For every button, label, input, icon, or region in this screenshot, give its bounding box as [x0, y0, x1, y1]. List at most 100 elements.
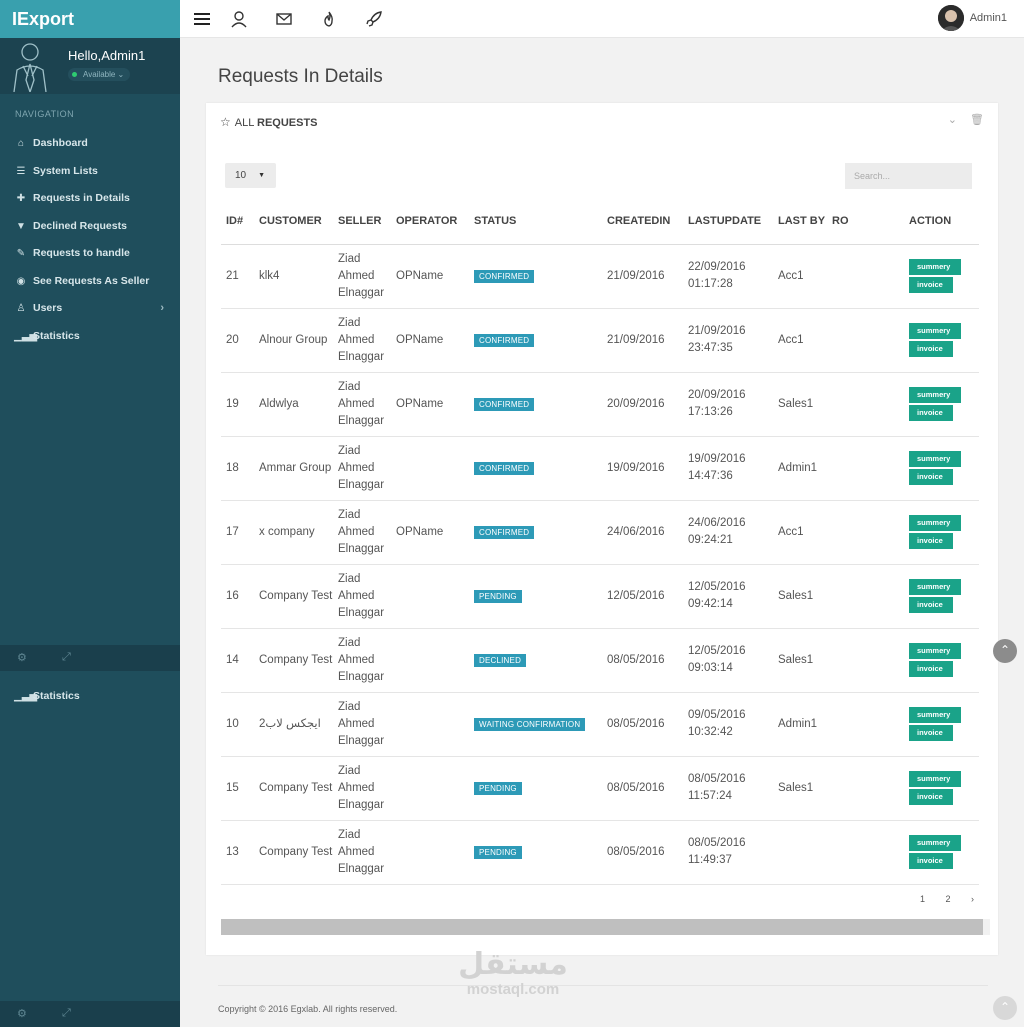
summery-button[interactable]: summery: [909, 834, 961, 851]
col-header-id[interactable]: ID#: [221, 198, 254, 245]
cell-lastupdate: 21/09/2016 23:47:35: [683, 308, 773, 373]
invoice-button[interactable]: invoice: [909, 724, 953, 741]
eye-icon: ◉: [16, 275, 26, 287]
summery-button[interactable]: summery: [909, 514, 961, 531]
invoice-button[interactable]: invoice: [909, 276, 953, 293]
cell-operator: [391, 436, 469, 501]
invoice-button[interactable]: invoice: [909, 468, 953, 485]
invoice-button[interactable]: invoice: [909, 788, 953, 805]
summery-button[interactable]: summery: [909, 578, 961, 595]
sidebar-item-dashboard[interactable]: ⌂ Dashboard: [0, 133, 180, 161]
table-row[interactable]: 10 ايجكس لاب2 Ziad Ahmed Elnaggar WAITING C…: [221, 692, 979, 757]
settings-gear-icon[interactable]: ⚙: [17, 652, 27, 664]
sidebar-item-statistics-extra[interactable]: ▁▃▅Statistics: [0, 686, 180, 714]
cell-lastupdate: 12/05/2016 09:42:14: [683, 564, 773, 629]
col-header-lastby[interactable]: LAST BY: [773, 198, 827, 245]
table-row[interactable]: 20 Alnour Group Ziad Ahmed Elnaggar OPName C…: [221, 308, 979, 373]
cell-seller: Ziad Ahmed Elnaggar: [333, 372, 391, 437]
summery-button[interactable]: summery: [909, 258, 961, 275]
cell-status: CONFIRMED: [469, 244, 602, 309]
sidebar-item-statistics[interactable]: ▁▃▅Statistics: [0, 326, 180, 354]
cell-ro: [827, 500, 904, 565]
col-header-ro[interactable]: RO: [827, 198, 904, 245]
user-icon[interactable]: [230, 10, 248, 28]
invoice-button[interactable]: invoice: [909, 660, 953, 677]
table-row[interactable]: 18 Ammar Group Ziad Ahmed Elnaggar CONFIRME…: [221, 436, 979, 501]
sidebar-item-requests-in-details[interactable]: ✚ Requests in Details: [0, 188, 180, 216]
sidebar-item-declined-requests[interactable]: ▼ Declined Requests: [0, 216, 180, 244]
sidebar-item-label: See Requests As Seller: [33, 274, 150, 287]
fire-icon[interactable]: [320, 10, 338, 28]
sidebar-item-users[interactable]: ♙ Users ›: [0, 298, 180, 326]
invoice-button[interactable]: invoice: [909, 404, 953, 421]
summery-button[interactable]: summery: [909, 642, 961, 659]
cell-ro: [827, 244, 904, 309]
col-header-customer[interactable]: CUSTOMER: [254, 198, 333, 245]
table-row[interactable]: 13 Company Test Ziad Ahmed Elnaggar PENDING…: [221, 820, 979, 885]
col-header-lastupdate[interactable]: LASTUPDATE: [683, 198, 773, 245]
col-header-status[interactable]: STATUS: [469, 198, 602, 245]
table-row[interactable]: 15 Company Test Ziad Ahmed Elnaggar PENDING…: [221, 756, 979, 821]
table-row[interactable]: 21 klk4 Ziad Ahmed Elnaggar OPName CONFIRMED…: [221, 244, 979, 309]
wrench-icon: ✎: [16, 248, 26, 259]
avatar[interactable]: [938, 5, 964, 31]
cell-operator: [391, 564, 469, 629]
next-page-icon[interactable]: ›: [971, 894, 974, 904]
cell-operator: [391, 692, 469, 757]
col-header-seller[interactable]: SELLER: [333, 198, 391, 245]
summery-button[interactable]: summery: [909, 450, 961, 467]
cell-lastupdate: 20/09/2016 17:13:26: [683, 372, 773, 437]
fullscreen-icon[interactable]: ⤢: [62, 1007, 71, 1019]
cell-customer: klk4: [254, 244, 333, 309]
sidebar-item-see-requests-as-seller[interactable]: ◉ See Requests As Seller: [0, 271, 180, 299]
nav-heading: NAVIGATION: [15, 109, 75, 119]
topbar-user-name[interactable]: Admin1: [969, 12, 1007, 24]
page-link-2[interactable]: 2: [945, 894, 951, 904]
trash-icon[interactable]: 🗑: [970, 114, 984, 126]
invoice-button[interactable]: invoice: [909, 532, 953, 549]
envelope-icon[interactable]: [275, 10, 293, 28]
table-row[interactable]: 14 Company Test Ziad Ahmed Elnaggar DECLINE…: [221, 628, 979, 693]
cell-lastupdate: 09/05/2016 10:32:42: [683, 692, 773, 757]
home-icon: ⌂: [17, 138, 25, 149]
cell-lastby: Sales1: [773, 372, 827, 437]
brand-logo[interactable]: IExport: [0, 0, 180, 38]
table-row[interactable]: 17 x company Ziad Ahmed Elnaggar OPName CONF…: [221, 500, 979, 565]
fullscreen-icon[interactable]: ⤢: [62, 651, 71, 663]
cell-seller: Ziad Ahmed Elnaggar: [333, 308, 391, 373]
table-row[interactable]: 16 Company Test Ziad Ahmed Elnaggar PENDING…: [221, 564, 979, 629]
col-header-operator[interactable]: OPERATOR: [391, 198, 469, 245]
page-length-value: 10: [235, 170, 247, 181]
collapse-chevron-icon[interactable]: ⌄: [947, 114, 957, 126]
table-row[interactable]: 19 Aldwlya Ziad Ahmed Elnaggar OPName CONFIR…: [221, 372, 979, 437]
summery-button[interactable]: summery: [909, 386, 961, 403]
cell-lastby: Acc1: [773, 244, 827, 309]
invoice-button[interactable]: invoice: [909, 340, 953, 357]
cell-lastupdate: 22/09/2016 01:17:28: [683, 244, 773, 309]
cell-seller: Ziad Ahmed Elnaggar: [333, 756, 391, 821]
requests-panel: ☆ALL REQUESTS ⌄ 🗑 10 ▼ ID# CUSTOMER SELL…: [206, 103, 998, 955]
sidebar-item-system-lists[interactable]: ☰ System Lists: [0, 161, 180, 189]
invoice-button[interactable]: invoice: [909, 852, 953, 869]
cell-createdin: 08/05/2016: [602, 756, 683, 821]
puzzle-icon: ✚: [16, 193, 26, 204]
page-length-select[interactable]: 10 ▼: [225, 163, 276, 188]
horizontal-scrollbar[interactable]: [221, 919, 990, 935]
summery-button[interactable]: summery: [909, 706, 961, 723]
summery-button[interactable]: summery: [909, 770, 961, 787]
scroll-to-top-button[interactable]: ⌃: [993, 639, 1017, 663]
scroll-to-top-button-footer[interactable]: ⌃: [993, 996, 1017, 1020]
cell-lastby: Sales1: [773, 628, 827, 693]
menu-toggle-icon[interactable]: [193, 10, 211, 28]
sidebar-item-requests-to-handle[interactable]: ✎ Requests to handle: [0, 243, 180, 271]
status-dropdown[interactable]: Available ⌄: [68, 68, 131, 81]
settings-gear-icon[interactable]: ⚙: [17, 1008, 27, 1020]
cell-action: summery invoice: [904, 756, 979, 821]
page-link-1[interactable]: 1: [919, 894, 925, 904]
col-header-createdin[interactable]: CREATEDIN: [602, 198, 683, 245]
summery-button[interactable]: summery: [909, 322, 961, 339]
rocket-icon[interactable]: [365, 10, 383, 28]
invoice-button[interactable]: invoice: [909, 596, 953, 613]
cell-seller: Ziad Ahmed Elnaggar: [333, 628, 391, 693]
search-input[interactable]: [845, 163, 972, 189]
